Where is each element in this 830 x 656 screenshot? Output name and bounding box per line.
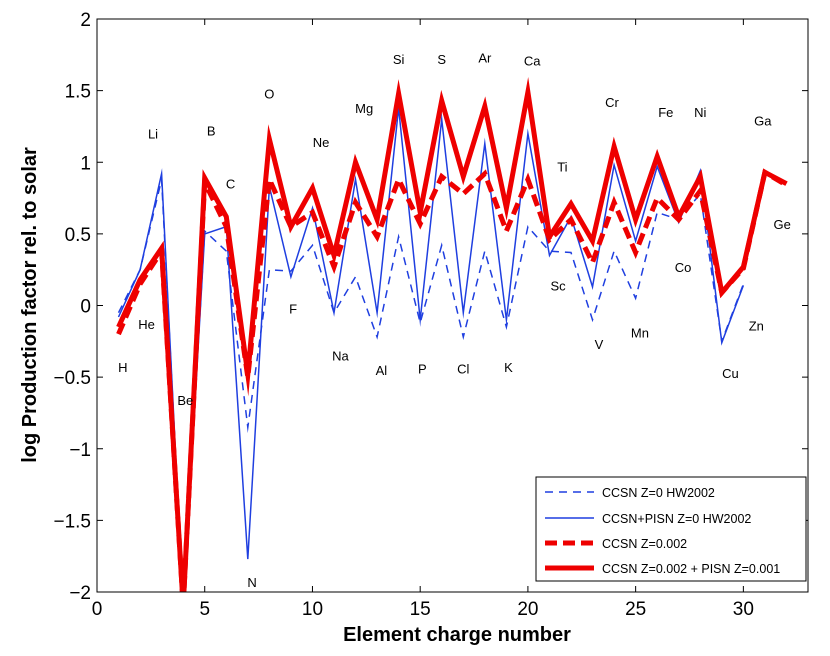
y-tick-label: 1 (80, 153, 91, 174)
element-label-si: Si (393, 52, 405, 67)
series-line-2 (116, 168, 788, 592)
element-label-ne: Ne (313, 135, 330, 150)
element-label-li: Li (148, 127, 158, 142)
element-label-c: C (226, 177, 235, 192)
element-label-ti: Ti (557, 160, 567, 175)
axis-ticks: 0 5 10 15 20 25 30 −2 −1.5 −1 −0.5 0 0.5 1 1.5 2 (53, 10, 808, 620)
element-label-ge: Ge (773, 217, 790, 232)
element-label-mg: Mg (355, 101, 373, 116)
x-tick-label: 15 (410, 599, 431, 620)
element-label-cl: Cl (457, 362, 469, 377)
series-line-3 (116, 76, 788, 592)
x-tick-label: 30 (733, 599, 754, 620)
x-tick-label: 10 (302, 599, 323, 620)
x-axis-title: Element charge number (343, 624, 571, 646)
legend-label-1: CCSN+PISN Z=0 HW2002 (602, 512, 751, 526)
x-tick-label: 5 (199, 599, 210, 620)
x-tick-label: 0 (92, 599, 103, 620)
element-label-he: He (138, 317, 155, 332)
element-label-p: P (418, 362, 427, 377)
element-label-ar: Ar (478, 51, 492, 66)
element-label-fe: Fe (658, 105, 673, 120)
y-tick-label: 1.5 (65, 82, 91, 103)
y-tick-label: −1.5 (53, 511, 91, 532)
legend-label-2: CCSN Z=0.002 (602, 537, 687, 551)
y-axis-title: log Production factor rel. to solar (19, 147, 41, 463)
element-label-f: F (289, 301, 297, 316)
element-label-mn: Mn (631, 326, 649, 341)
element-label-zn: Zn (749, 319, 764, 334)
element-label-ni: Ni (694, 105, 706, 120)
element-label-be: Be (177, 393, 193, 408)
element-label-s: S (437, 52, 446, 67)
legend: CCSN Z=0 HW2002 CCSN+PISN Z=0 HW2002 CCS… (535, 476, 807, 582)
y-tick-label: −1 (69, 440, 91, 461)
y-tick-label: 0 (80, 297, 91, 318)
element-label-ga: Ga (754, 114, 772, 129)
element-label-al: Al (376, 363, 388, 378)
element-label-o: O (264, 86, 274, 101)
legend-label-0: CCSN Z=0 HW2002 (602, 486, 715, 500)
y-tick-label: 2 (80, 10, 91, 31)
element-label-n: N (247, 575, 256, 590)
y-tick-label: 0.5 (65, 225, 91, 246)
y-tick-label: −0.5 (53, 368, 91, 389)
element-label-sc: Sc (550, 278, 566, 293)
legend-label-3: CCSN Z=0.002 + PISN Z=0.001 (602, 562, 780, 576)
element-label-v: V (595, 337, 604, 352)
series-line-0 (117, 174, 745, 592)
element-label-h: H (118, 360, 127, 375)
element-label-cu: Cu (722, 366, 739, 381)
element-label-na: Na (332, 349, 349, 364)
element-label-ca: Ca (524, 54, 541, 69)
series-line-1 (117, 100, 745, 592)
legend-box (535, 476, 807, 582)
x-tick-label: 20 (517, 599, 538, 620)
element-label-co: Co (675, 260, 692, 275)
y-tick-label: −2 (69, 583, 91, 604)
x-tick-label: 25 (625, 599, 646, 620)
element-label-k: K (504, 360, 513, 375)
element-label-cr: Cr (605, 95, 619, 110)
element-label-b: B (207, 124, 216, 139)
series-layer (116, 76, 788, 592)
element-labels: H He Li Be B C N O F Ne Na Mg Al Si P S Cl Ar K Ca Sc Ti V Cr Mn… (118, 51, 791, 590)
